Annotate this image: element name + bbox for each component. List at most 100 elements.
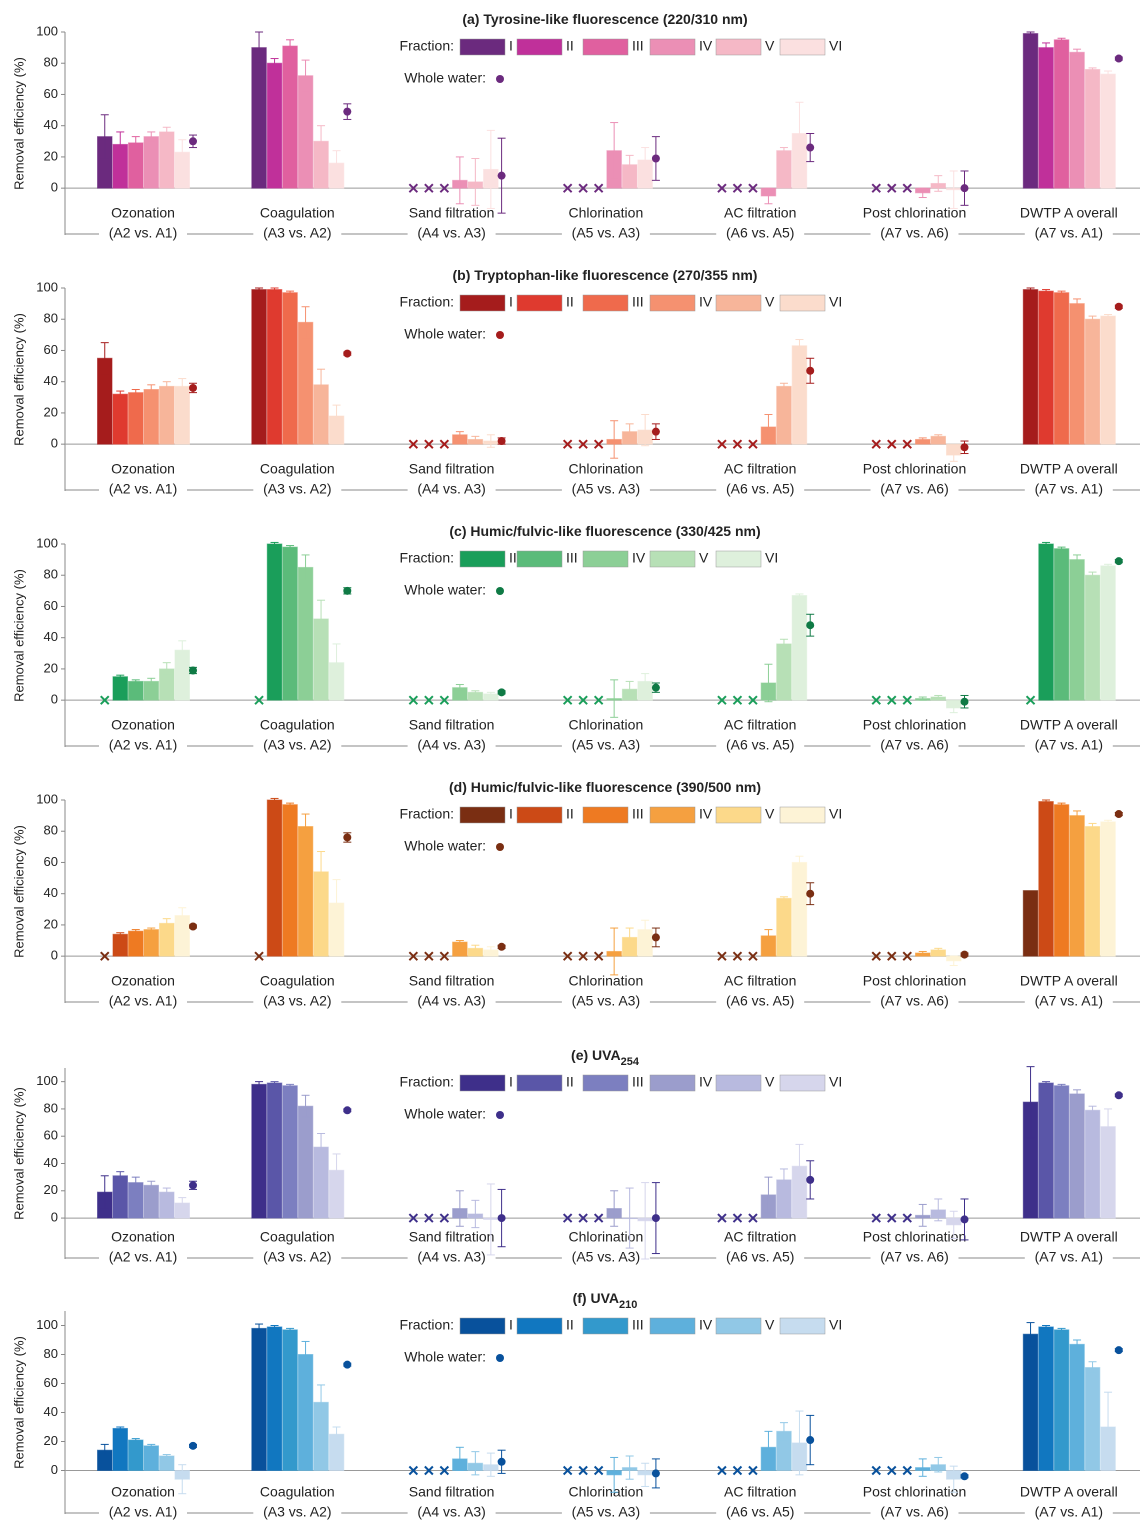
error-bar: [1073, 1089, 1082, 1099]
marker-stroke: [562, 695, 573, 705]
marker-stroke: [887, 183, 897, 193]
marker-stroke: [408, 439, 419, 449]
error-bar: [131, 679, 140, 684]
bar: [1100, 73, 1116, 189]
y-tick-label: 80: [44, 55, 58, 70]
error-bar: [949, 170, 958, 209]
error-bar: [641, 1462, 650, 1487]
not-detected-marker: [408, 1213, 419, 1223]
legend-swatch: [715, 550, 762, 568]
bar: [128, 392, 144, 445]
error-bar: [162, 1187, 171, 1197]
legend-swatch: [779, 1074, 826, 1092]
legend-swatch: [582, 550, 629, 568]
legend-label: III: [632, 1317, 644, 1333]
error-bar: [301, 813, 310, 840]
y-tick-label: 20: [44, 660, 58, 675]
whole-water-point: [189, 137, 197, 146]
category-label: Coagulation: [260, 205, 335, 221]
legend-marker: [496, 843, 504, 851]
error-bar: [1088, 315, 1097, 323]
error-bar: [1104, 819, 1113, 824]
error-bar: [178, 378, 187, 395]
not-detected-marker: [732, 1213, 743, 1223]
bar: [128, 142, 144, 189]
bar: [776, 150, 792, 189]
y-tick-label: 100: [36, 1073, 58, 1088]
error-bar: [147, 1180, 156, 1190]
not-detected-marker: [578, 1213, 588, 1223]
bar: [251, 47, 267, 189]
title-text: (e) UVA: [571, 1047, 621, 1063]
y-tick-label: 0: [51, 1210, 58, 1225]
marker-stroke: [748, 1213, 758, 1223]
legend-swatch: [582, 1074, 629, 1092]
marker-stroke: [439, 951, 450, 961]
error-bar: [1073, 554, 1082, 565]
bar: [143, 1184, 159, 1219]
marker-stroke: [562, 1213, 573, 1223]
category-label: Coagulation: [260, 717, 335, 733]
y-tick-label: 40: [44, 885, 58, 900]
marker-stroke: [717, 1213, 727, 1223]
error-bar: [934, 175, 943, 192]
not-detected-marker: [717, 183, 727, 193]
marker-stroke: [593, 439, 604, 449]
not-detected-marker: [439, 1465, 450, 1476]
bar: [1022, 289, 1039, 445]
bar: [1084, 1367, 1101, 1472]
legend-label: I: [509, 294, 513, 310]
not-detected-marker: [562, 1465, 573, 1476]
panel: (a) Tyrosine-like fluorescence (220/310 …: [11, 11, 1140, 241]
bar: [266, 1326, 283, 1471]
marker-stroke: [732, 1213, 743, 1223]
whole-water-point: [497, 1214, 506, 1223]
whole-water-point: [343, 349, 352, 358]
error-bar: [918, 187, 927, 199]
legend-label: I: [509, 1317, 513, 1333]
bar: [1069, 303, 1085, 445]
marker-stroke: [593, 1465, 604, 1476]
legend-swatch: [459, 1317, 506, 1335]
bar: [128, 1439, 144, 1472]
comparison-label: (A7 vs. A1): [1035, 225, 1103, 241]
error-bar: [471, 1199, 480, 1229]
error-bar: [332, 404, 341, 428]
whole-water-point: [806, 1175, 815, 1184]
legend-swatch: [516, 1074, 563, 1092]
not-detected-marker: [902, 1213, 912, 1223]
marker-stroke: [902, 1465, 912, 1476]
error-bar: [162, 1454, 171, 1458]
legend-label: IV: [699, 294, 713, 310]
bar: [282, 45, 298, 189]
not-detected-marker: [408, 951, 419, 961]
bar: [1022, 33, 1039, 189]
category-label: DWTP A overall: [1020, 461, 1118, 477]
error-bar: [641, 1182, 650, 1260]
error-bar: [1104, 1108, 1113, 1145]
legend-title: Whole water:: [404, 838, 486, 854]
legend-swatch: [649, 294, 696, 312]
bar: [159, 1455, 175, 1471]
legend-title: Whole water:: [404, 582, 486, 598]
not-detected-marker: [871, 1465, 881, 1476]
not-detected-marker: [887, 183, 897, 193]
marker-stroke: [748, 183, 758, 193]
marker-stroke: [408, 183, 419, 193]
error-bar: [641, 147, 650, 174]
marker-stroke: [424, 695, 434, 705]
not-detected-marker: [871, 1213, 881, 1223]
not-detected-marker: [748, 1213, 758, 1223]
error-bar: [779, 896, 788, 901]
error-bar: [764, 187, 773, 205]
marker-stroke: [408, 951, 419, 961]
error-bar: [116, 1426, 125, 1431]
whole-water-point: [189, 922, 197, 931]
y-axis-label: Removal efficiency (%): [11, 57, 26, 190]
bar: [1038, 47, 1054, 189]
legend-label: VI: [829, 1317, 842, 1333]
category-label: AC filtration: [724, 1229, 796, 1245]
bar: [1053, 39, 1070, 189]
not-detected-marker: [887, 951, 897, 961]
error-bar: [795, 1143, 804, 1189]
